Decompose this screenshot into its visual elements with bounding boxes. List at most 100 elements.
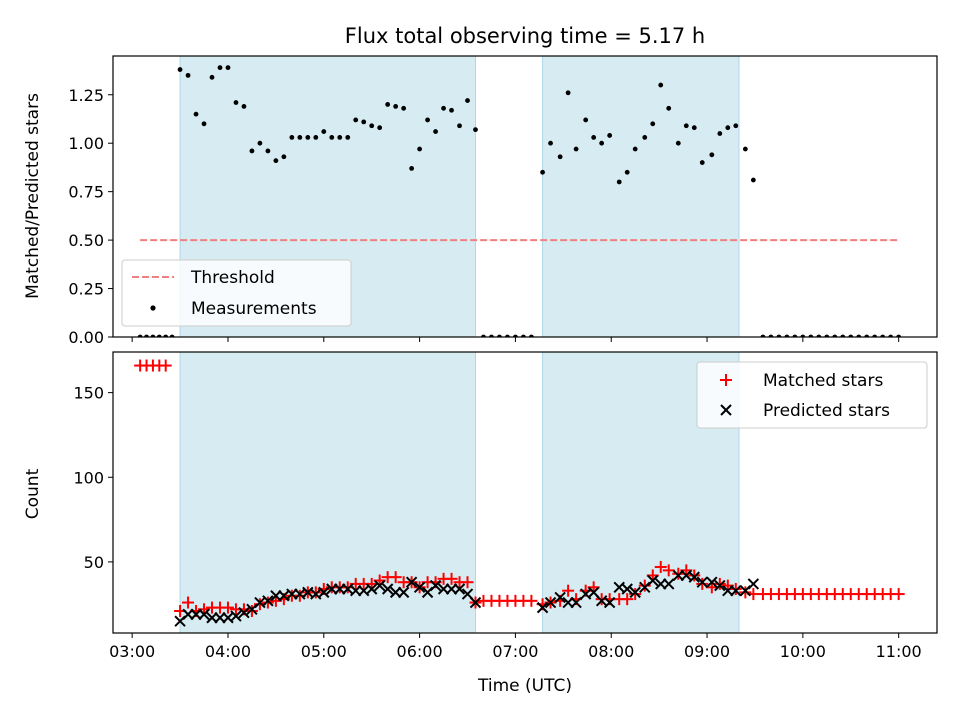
panel-marks: [137, 65, 902, 337]
predicted-star-marker-27-b: [381, 583, 394, 595]
measurement-point-64: [642, 134, 648, 140]
legend-matched-label: Matched stars: [763, 371, 883, 391]
matched-star-marker-61: [621, 593, 634, 606]
predicted-star-marker-45-b: [587, 586, 600, 599]
predicted-star-marker-40: [544, 596, 557, 609]
measurement-point-67: [666, 105, 672, 111]
measurement-point-10: [201, 121, 207, 127]
measurement-point-16: [249, 148, 255, 154]
predicted-star-marker-12-b: [262, 595, 274, 607]
predicted-star-marker-29: [397, 586, 410, 599]
predicted-star-marker-24-b: [358, 584, 370, 597]
predicted-star-marker-38: [469, 596, 482, 609]
measurement-point-14: [233, 100, 239, 105]
measurement-point-40: [441, 105, 446, 111]
legend-box: [696, 361, 928, 429]
measurement-point-61: [616, 179, 622, 185]
measurement-point-9: [193, 111, 199, 117]
y-tick-label-1: 0.00: [68, 328, 104, 347]
predicted-star-marker-40-b: [544, 596, 557, 609]
x-tick-label-3: 05:00: [301, 642, 347, 661]
predicted-star-marker-49-b: [621, 583, 633, 595]
predicted-star-marker-57: [688, 571, 700, 583]
predicted-star-marker-4: [198, 608, 210, 621]
observing-window-2: [542, 55, 740, 338]
measurement-point-74: [725, 125, 731, 131]
measurement-point-12: [217, 65, 223, 71]
predicted-star-marker-25: [365, 583, 378, 595]
measurement-point-72: [709, 152, 715, 158]
measurement-point-36: [409, 166, 415, 171]
measurement-point-23: [305, 134, 311, 140]
matched-star-marker-33: [389, 571, 402, 584]
measurement-point-58: [591, 134, 597, 140]
measurement-point-21: [289, 134, 295, 140]
predicted-star-marker-64-b: [747, 578, 760, 590]
legend-measurements-swatch: [150, 305, 156, 311]
x-tick-label-1: 03:00: [109, 642, 155, 661]
matched-star-marker-7: [182, 596, 195, 609]
measurement-point-76: [742, 146, 748, 152]
predicted-star-marker-30-b: [405, 576, 418, 588]
matched-star-marker-15: [245, 604, 258, 617]
matched-star-marker-66: [662, 564, 675, 577]
predicted-star-marker-26: [373, 579, 386, 592]
measurement-point-27: [337, 134, 343, 140]
predicted-star-marker-50-b: [629, 586, 641, 599]
predicted-star-marker-39: [536, 601, 549, 614]
measurement-point-19: [273, 158, 279, 164]
x-axis-label: Time (UTC): [477, 676, 572, 696]
top-y-axis-label: Matched/Predicted stars: [23, 93, 43, 299]
predicted-star-marker-33: [429, 579, 442, 592]
count-legend: Matched stars Predicted stars: [696, 361, 928, 429]
predicted-star-marker-58: [696, 576, 708, 588]
predicted-star-marker-62: [730, 584, 742, 597]
x-tick-label-7: 09:00: [684, 642, 730, 661]
predicted-star-marker-33-b: [429, 579, 442, 592]
measurement-point-24: [313, 134, 319, 140]
measurement-point-30: [361, 119, 367, 125]
predicted-star-marker-59: [706, 576, 718, 588]
measurement-point-65: [650, 121, 656, 127]
predicted-star-marker-41: [554, 591, 566, 604]
predicted-star-marker-11-b: [254, 596, 266, 609]
measurement-point-75: [733, 123, 739, 129]
x-tick-label-2: 04:00: [205, 642, 251, 661]
predicted-star-marker-54-b: [663, 578, 675, 590]
matched-star-marker-50: [525, 594, 538, 607]
matched-star-marker-67: [672, 567, 685, 580]
matched-star-marker-94: [892, 588, 905, 601]
measurement-point-43: [465, 98, 470, 103]
matched-star-marker-72: [713, 577, 726, 590]
measurement-point-7: [177, 67, 183, 72]
measurement-point-29: [353, 117, 359, 123]
predicted-star-marker-60-b: [714, 579, 726, 592]
measurement-point-66: [658, 82, 664, 88]
y-tick-label-6: 1.25: [68, 86, 104, 105]
predicted-star-marker-43: [570, 596, 582, 609]
matched-star-marker-69: [688, 569, 701, 582]
predicted-star-marker-30: [405, 576, 418, 588]
matched-star-marker-54: [562, 584, 575, 597]
measurement-point-25: [321, 129, 327, 134]
measurement-point-71: [699, 160, 705, 165]
measurement-point-53: [548, 140, 553, 146]
legend-predicted-label: Predicted stars: [763, 401, 890, 421]
predicted-star-marker-57-b: [688, 571, 700, 583]
y-tick-label-5: 1.00: [68, 134, 104, 153]
predicted-star-marker-29-b: [397, 586, 410, 599]
predicted-star-marker-38-b: [469, 596, 482, 609]
measurement-point-31: [369, 123, 375, 129]
predicted-star-marker-26-b: [373, 579, 386, 592]
predicted-star-marker-64: [747, 578, 760, 590]
measurement-point-56: [573, 146, 579, 152]
matched-star-marker-74: [729, 582, 742, 595]
predicted-star-marker-49: [621, 583, 633, 595]
legend-predicted-swatch-b: [720, 404, 732, 416]
measurement-point-41: [449, 107, 454, 113]
measurement-point-38: [425, 117, 430, 123]
matched-star-marker-12: [221, 601, 234, 614]
y-tick-label-3: 150: [73, 384, 104, 403]
measurement-point-34: [393, 103, 399, 109]
